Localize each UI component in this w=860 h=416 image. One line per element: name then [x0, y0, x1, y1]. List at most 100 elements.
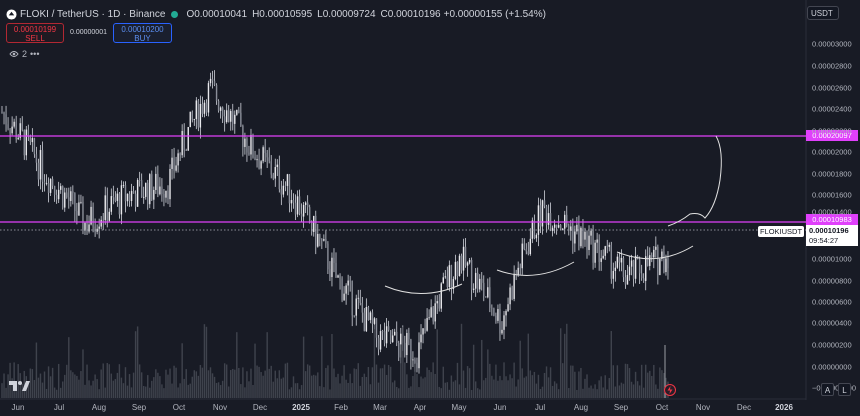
volume-bar: [404, 362, 406, 398]
volume-bar: [555, 383, 558, 398]
volume-bar: [120, 377, 123, 398]
volume-bar: [525, 376, 527, 398]
volume-bar: [211, 373, 214, 398]
candle-body: [102, 219, 104, 221]
candle-body: [647, 256, 649, 266]
volume-bar: [418, 387, 420, 398]
volume-bar: [460, 323, 463, 398]
volume-bar: [126, 385, 129, 398]
volume-bar: [385, 374, 388, 398]
eye-icon: [9, 51, 19, 57]
candle-body: [418, 342, 420, 369]
candle-body: [594, 242, 596, 263]
volume-bar: [199, 364, 202, 398]
candle-body: [100, 219, 102, 227]
candle-body: [234, 114, 236, 124]
volume-bar: [329, 389, 331, 398]
candle-body: [434, 303, 436, 322]
auto-scale-button[interactable]: A: [821, 383, 834, 396]
volume-bar: [323, 387, 325, 398]
candle-body: [428, 317, 430, 319]
candle-body: [653, 249, 655, 258]
price-tick: 0.00002000: [812, 147, 852, 157]
volume-bar: [653, 364, 655, 398]
candle-body: [385, 326, 388, 344]
candle-body: [638, 259, 641, 274]
volume-bar: [396, 386, 398, 398]
sell-button[interactable]: 0.00010199 SELL: [6, 23, 64, 43]
volume-bar: [51, 367, 54, 398]
volume-bar: [649, 370, 651, 398]
candle-body: [612, 270, 615, 279]
candle-body: [120, 185, 123, 215]
tradingview-logo-icon[interactable]: [8, 380, 30, 392]
volume-bar: [628, 368, 631, 398]
more-dots-icon[interactable]: •••: [30, 49, 40, 59]
candle-body: [329, 269, 331, 278]
volume-bar: [564, 333, 566, 398]
candle-body: [270, 161, 272, 175]
volume-bar: [337, 373, 339, 398]
candle-body: [294, 202, 297, 215]
symbol-title[interactable]: FLOKI / TetherUS · 1D · Binance: [20, 8, 166, 20]
volume-bar: [614, 386, 617, 398]
volume-bar: [509, 374, 511, 398]
candle-body: [207, 83, 210, 113]
candle-body: [602, 255, 604, 259]
time-tick: May: [451, 403, 467, 412]
volume-bar: [351, 383, 353, 398]
candle-body: [311, 222, 313, 232]
buy-price: 0.00010200: [121, 25, 164, 34]
sell-price: 0.00010199: [13, 25, 57, 34]
lightning-icon[interactable]: [664, 384, 676, 396]
volume-bar: [68, 337, 70, 398]
volume-bar: [128, 374, 131, 398]
candle-body: [446, 276, 449, 288]
volume-bar: [234, 369, 236, 398]
volume-bar: [153, 377, 155, 398]
volume-bar: [189, 383, 191, 398]
floki-logo-icon: [6, 8, 17, 20]
volume-bar: [624, 363, 627, 398]
volume-bar: [276, 378, 279, 398]
lower-level-label: 0.00010983: [806, 214, 858, 225]
log-scale-button[interactable]: L: [838, 383, 851, 396]
price-tick: 0.00003000: [812, 39, 852, 49]
volume-bar: [651, 375, 653, 398]
indicators-toggle[interactable]: 2 •••: [9, 49, 39, 59]
candle-body: [43, 181, 46, 184]
volume-bar: [298, 389, 301, 398]
volume-bar: [108, 364, 110, 398]
volume-bar: [41, 382, 44, 398]
candle-body: [410, 339, 412, 360]
candle-body: [426, 318, 428, 331]
candle-body: [21, 123, 23, 130]
volume-bar: [302, 336, 305, 398]
volume-bar: [454, 380, 457, 398]
buy-button[interactable]: 0.00010200 BUY: [113, 23, 172, 43]
time-axis[interactable]: Jun Jul Aug Sep Oct Nov Dec 2025 Feb Mar…: [0, 399, 806, 416]
candle-body: [92, 206, 94, 227]
volume-bar: [195, 371, 198, 398]
volume-bar: [533, 371, 536, 398]
volume-bar: [284, 363, 287, 398]
candle-body: [313, 215, 315, 232]
volume-bar: [151, 380, 153, 398]
candle-body: [369, 312, 372, 320]
candle-body: [381, 331, 384, 332]
volume-bar: [225, 364, 228, 398]
currency-selector[interactable]: USDT: [807, 6, 839, 20]
candle-body: [223, 116, 226, 123]
candle-body: [165, 190, 167, 198]
candle-body: [592, 230, 594, 263]
candle-body: [114, 197, 117, 201]
volume-bar: [116, 372, 119, 398]
candle-body: [511, 287, 513, 299]
candle-body: [177, 153, 179, 166]
volume-bar: [264, 370, 266, 398]
candle-body: [66, 192, 68, 198]
candle-body: [359, 297, 361, 303]
candle-body: [53, 185, 56, 195]
candle-body: [209, 78, 212, 84]
